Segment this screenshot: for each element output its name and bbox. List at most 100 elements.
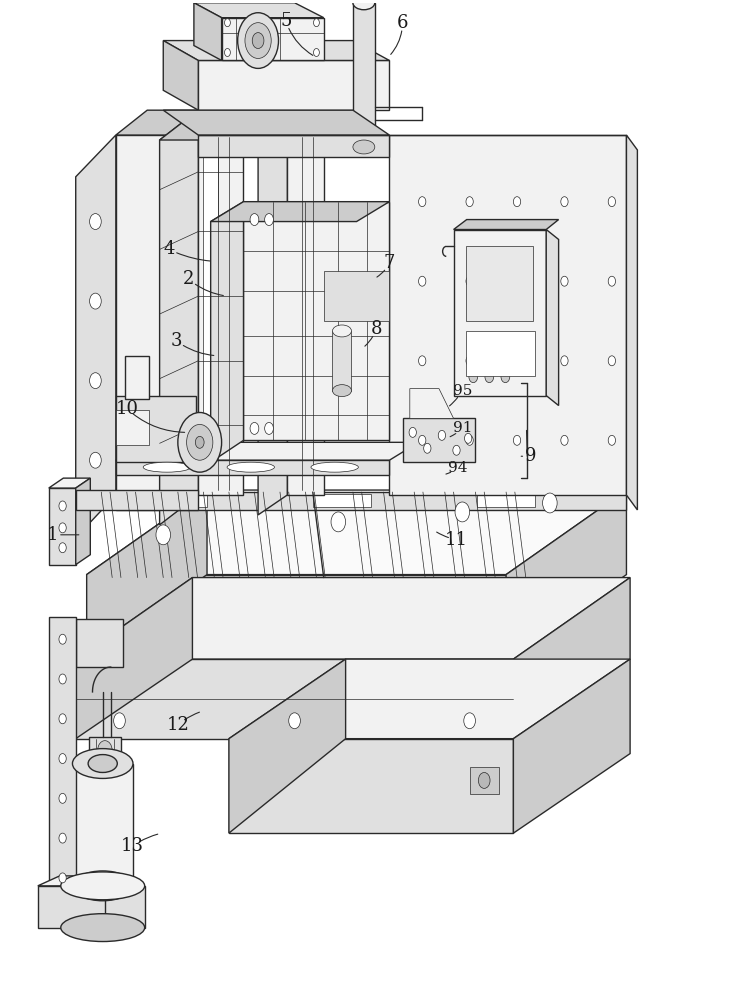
- Polygon shape: [76, 478, 90, 565]
- Circle shape: [561, 435, 568, 445]
- Circle shape: [423, 443, 431, 453]
- Ellipse shape: [353, 0, 375, 10]
- Text: 91: 91: [453, 421, 472, 435]
- Polygon shape: [76, 578, 193, 739]
- Circle shape: [466, 197, 473, 207]
- Polygon shape: [76, 659, 513, 739]
- Circle shape: [59, 501, 66, 511]
- Circle shape: [90, 452, 101, 468]
- Polygon shape: [76, 619, 123, 667]
- Circle shape: [59, 754, 66, 764]
- Polygon shape: [72, 764, 132, 886]
- Polygon shape: [198, 110, 243, 495]
- Ellipse shape: [61, 872, 145, 900]
- Polygon shape: [116, 460, 390, 475]
- Polygon shape: [258, 110, 323, 130]
- Circle shape: [90, 293, 101, 309]
- Circle shape: [469, 371, 478, 383]
- Circle shape: [156, 525, 171, 545]
- Polygon shape: [229, 659, 630, 739]
- Polygon shape: [116, 442, 418, 460]
- Circle shape: [418, 276, 426, 286]
- Polygon shape: [243, 202, 390, 440]
- Circle shape: [609, 356, 615, 366]
- Polygon shape: [116, 492, 626, 510]
- Polygon shape: [163, 41, 390, 60]
- Circle shape: [464, 713, 476, 729]
- Polygon shape: [453, 220, 559, 230]
- Polygon shape: [87, 575, 506, 659]
- Polygon shape: [229, 659, 345, 833]
- Circle shape: [196, 436, 204, 448]
- Polygon shape: [116, 396, 196, 462]
- Text: 12: 12: [166, 716, 190, 734]
- Polygon shape: [49, 617, 76, 886]
- Text: 11: 11: [445, 531, 468, 549]
- Circle shape: [469, 335, 478, 347]
- Circle shape: [466, 435, 473, 445]
- Polygon shape: [116, 410, 148, 445]
- Circle shape: [59, 543, 66, 553]
- Polygon shape: [513, 578, 630, 739]
- Bar: [466, 246, 533, 321]
- Circle shape: [609, 276, 615, 286]
- Circle shape: [465, 433, 472, 443]
- Polygon shape: [198, 135, 390, 157]
- Text: 2: 2: [183, 270, 195, 288]
- Circle shape: [265, 422, 273, 434]
- Circle shape: [314, 49, 319, 56]
- Polygon shape: [49, 488, 76, 565]
- Text: 7: 7: [384, 254, 395, 272]
- Circle shape: [485, 335, 494, 347]
- Circle shape: [513, 356, 520, 366]
- Polygon shape: [403, 418, 476, 462]
- Text: 95: 95: [453, 384, 472, 398]
- Ellipse shape: [73, 871, 133, 901]
- Polygon shape: [89, 737, 121, 764]
- Text: 1: 1: [46, 526, 58, 544]
- Text: 10: 10: [115, 400, 138, 418]
- Circle shape: [237, 13, 279, 68]
- Circle shape: [501, 371, 510, 383]
- Polygon shape: [229, 739, 513, 833]
- Polygon shape: [49, 478, 90, 488]
- Circle shape: [250, 422, 259, 434]
- Circle shape: [59, 833, 66, 843]
- Circle shape: [513, 197, 520, 207]
- Circle shape: [609, 435, 615, 445]
- Text: 8: 8: [370, 320, 382, 338]
- Polygon shape: [87, 490, 626, 575]
- Circle shape: [314, 19, 319, 27]
- Polygon shape: [76, 135, 116, 538]
- Polygon shape: [87, 490, 207, 659]
- Polygon shape: [163, 110, 390, 135]
- Polygon shape: [323, 271, 390, 321]
- Bar: [313, 494, 371, 507]
- Bar: [470, 767, 499, 794]
- Ellipse shape: [61, 914, 145, 942]
- Polygon shape: [287, 110, 323, 495]
- Ellipse shape: [353, 140, 375, 154]
- Circle shape: [187, 424, 213, 460]
- Circle shape: [466, 276, 473, 286]
- Circle shape: [59, 714, 66, 724]
- Circle shape: [561, 356, 568, 366]
- Circle shape: [245, 23, 271, 58]
- Polygon shape: [194, 3, 323, 18]
- Circle shape: [485, 353, 494, 365]
- Bar: [477, 494, 535, 507]
- Ellipse shape: [311, 462, 359, 472]
- Circle shape: [90, 214, 101, 230]
- Text: 6: 6: [397, 14, 408, 32]
- Ellipse shape: [332, 385, 351, 397]
- Polygon shape: [353, 3, 375, 147]
- Circle shape: [250, 214, 259, 226]
- Circle shape: [90, 373, 101, 389]
- Polygon shape: [410, 389, 453, 418]
- Circle shape: [542, 493, 557, 513]
- Circle shape: [418, 435, 426, 445]
- Polygon shape: [159, 110, 198, 525]
- Polygon shape: [198, 60, 390, 110]
- Circle shape: [561, 197, 568, 207]
- Polygon shape: [194, 3, 222, 60]
